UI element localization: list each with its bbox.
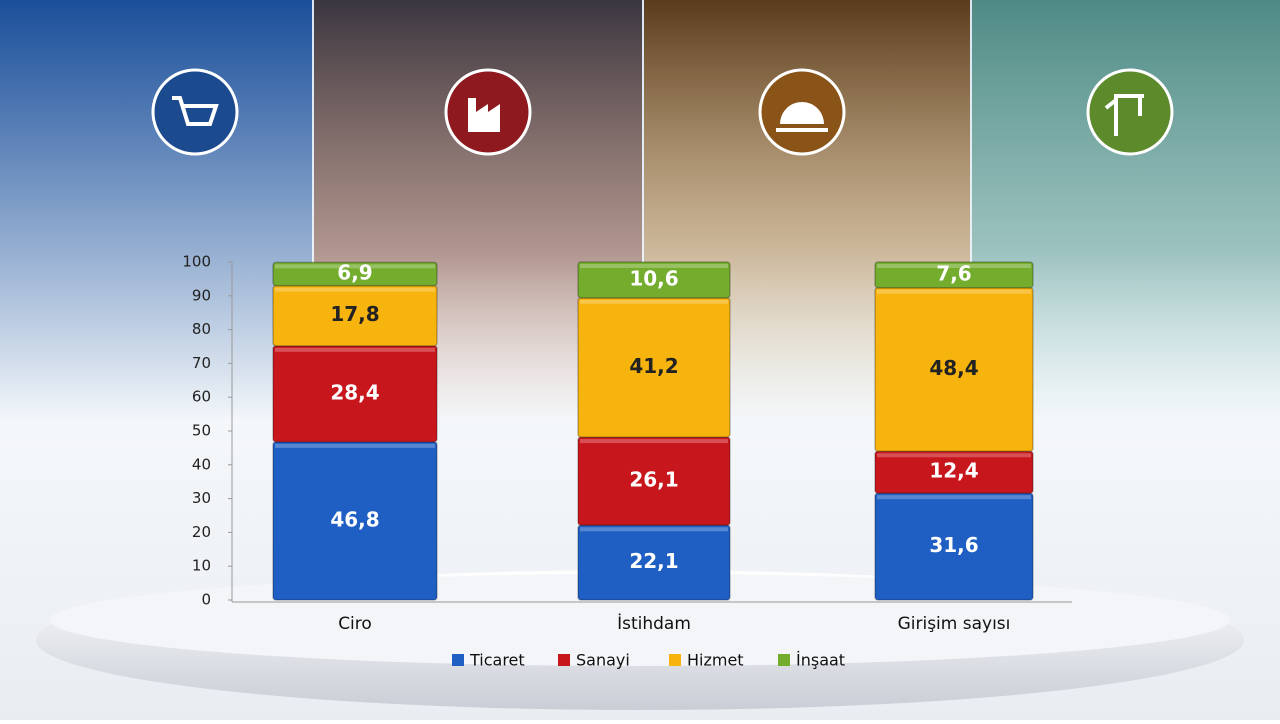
bar-segment	[874, 450, 1034, 494]
bar-highlight	[877, 289, 1031, 294]
y-tick-label: 100	[182, 253, 211, 271]
legend-swatch	[778, 654, 790, 666]
bar-highlight	[275, 264, 435, 269]
y-tick-label: 40	[192, 455, 211, 473]
legend-label: Ticaret	[469, 651, 525, 670]
bar-segment	[874, 261, 1034, 289]
icon-glyph	[1104, 94, 1144, 136]
value-label: 6,9	[337, 260, 372, 284]
y-tick-label: 80	[192, 320, 211, 338]
value-label: 46,8	[330, 507, 379, 531]
bar-highlight	[275, 287, 435, 292]
y-tick-label: 20	[192, 523, 211, 541]
bar-highlight	[275, 443, 435, 448]
bar-highlight	[580, 527, 728, 532]
bar-highlight	[580, 264, 728, 268]
x-tick-label: Girişim sayısı	[898, 614, 1011, 634]
icon-cart	[151, 68, 239, 156]
icon-glyph	[172, 96, 219, 126]
bar-highlight	[877, 495, 1031, 500]
y-tick-label: 30	[192, 489, 211, 507]
legend-swatch	[558, 654, 570, 666]
y-tick-label: 0	[201, 591, 211, 609]
bar-highlight	[580, 439, 728, 444]
legend-swatch	[452, 654, 464, 666]
bar-segment	[577, 261, 731, 299]
x-tick-label: Ciro	[338, 614, 372, 634]
value-label: 41,2	[629, 354, 678, 378]
value-label: 28,4	[330, 380, 379, 404]
bar-segment	[577, 436, 731, 527]
bar-highlight	[877, 264, 1031, 268]
value-label: 12,4	[929, 459, 978, 483]
value-label: 10,6	[629, 266, 678, 290]
y-tick-label: 90	[192, 286, 211, 304]
icon-glyph	[468, 98, 500, 132]
legend-label: Sanayi	[576, 651, 630, 670]
bar-segment	[272, 261, 438, 287]
y-tick-label: 60	[192, 388, 211, 406]
bar-highlight	[275, 347, 435, 352]
bar-highlight	[877, 453, 1031, 458]
icon-crane	[1086, 68, 1174, 156]
value-label: 22,1	[629, 549, 678, 573]
value-label: 31,6	[929, 533, 978, 557]
y-tick-label: 50	[192, 422, 211, 440]
bar-highlight	[580, 299, 728, 304]
value-label: 7,6	[936, 261, 971, 285]
y-tick-label: 70	[192, 354, 211, 372]
icon-glyph	[776, 102, 828, 132]
x-tick-label: İstihdam	[617, 613, 691, 634]
legend-label: İnşaat	[796, 651, 845, 670]
value-label: 17,8	[330, 302, 379, 326]
value-label: 26,1	[629, 468, 678, 492]
legend-label: Hizmet	[687, 651, 744, 670]
legend-swatch	[669, 654, 681, 666]
value-label: 48,4	[929, 356, 978, 380]
y-tick-label: 10	[192, 557, 211, 575]
panel	[0, 0, 312, 420]
